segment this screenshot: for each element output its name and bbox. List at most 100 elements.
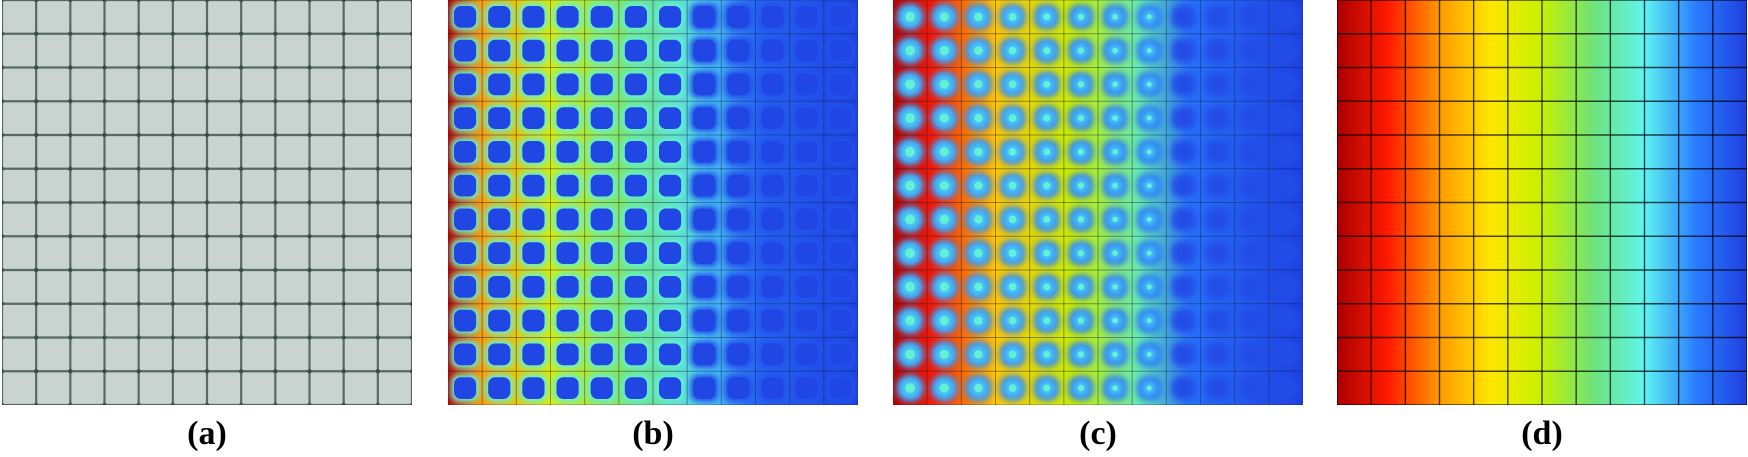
cell-centre bbox=[1077, 249, 1085, 257]
mesh-node bbox=[2, 99, 5, 104]
cell-ring bbox=[1205, 207, 1230, 232]
cell-core bbox=[659, 276, 682, 298]
cell-core bbox=[795, 107, 818, 129]
mesh-node bbox=[136, 335, 141, 340]
cell-core bbox=[488, 107, 511, 129]
cell-centre bbox=[1043, 13, 1051, 21]
mesh-node bbox=[2, 65, 5, 70]
cell-centre bbox=[1146, 81, 1152, 87]
cell-ring bbox=[1171, 308, 1196, 333]
mesh-node bbox=[409, 267, 412, 273]
mesh-node bbox=[68, 200, 73, 205]
cell-centre bbox=[1043, 80, 1051, 88]
cell-centre bbox=[1112, 250, 1118, 256]
cell-core bbox=[454, 343, 477, 366]
cell-core bbox=[590, 39, 613, 62]
cell-core bbox=[522, 377, 545, 399]
cell-centre bbox=[939, 147, 949, 157]
cell-centre bbox=[939, 113, 949, 123]
mesh-node bbox=[2, 369, 5, 374]
cell-centre bbox=[905, 180, 916, 191]
cell-centre bbox=[1077, 283, 1085, 291]
mesh-node bbox=[409, 31, 412, 36]
mesh-node bbox=[341, 31, 346, 36]
cell-ring bbox=[1171, 72, 1196, 97]
mesh-node bbox=[375, 402, 381, 405]
cell-core bbox=[727, 6, 750, 28]
mesh-lines bbox=[1337, 0, 1747, 405]
cell-core bbox=[624, 73, 647, 96]
cell-core bbox=[522, 309, 545, 332]
cell-centre bbox=[905, 214, 916, 225]
cell-centre bbox=[905, 146, 916, 157]
cell-centre bbox=[1043, 283, 1051, 291]
mesh-node bbox=[170, 99, 176, 104]
cell-centre bbox=[1112, 81, 1118, 88]
mesh-node bbox=[170, 200, 176, 205]
cell-ring bbox=[1273, 38, 1298, 63]
cell-ring bbox=[1205, 275, 1230, 299]
cell-interiors bbox=[451, 3, 855, 402]
mesh-node bbox=[204, 267, 210, 273]
mesh-node bbox=[204, 301, 210, 306]
cell-core bbox=[488, 276, 511, 298]
cell-core bbox=[727, 208, 750, 231]
cell-ring bbox=[1239, 275, 1264, 299]
mesh-node bbox=[307, 31, 312, 36]
mesh-node bbox=[68, 369, 73, 374]
mesh-node bbox=[409, 335, 412, 340]
mesh-node bbox=[375, 99, 381, 104]
panel-d: (d) bbox=[1337, 0, 1747, 457]
cell-ring bbox=[1239, 241, 1264, 265]
wall-field bbox=[893, 0, 1303, 405]
cell-centre bbox=[1077, 148, 1085, 156]
mesh-node bbox=[273, 234, 278, 239]
cell-ring bbox=[1273, 342, 1298, 367]
cell-centre bbox=[905, 281, 916, 292]
mesh-node bbox=[2, 200, 5, 205]
mesh-node bbox=[375, 301, 381, 306]
cell-core bbox=[590, 309, 613, 332]
mesh-node bbox=[341, 65, 346, 70]
cell-core bbox=[556, 107, 579, 129]
cell-core bbox=[693, 242, 716, 264]
mesh-node bbox=[307, 234, 312, 239]
cell-centre bbox=[974, 12, 983, 22]
mesh-node bbox=[307, 65, 312, 70]
mesh-node bbox=[102, 200, 107, 205]
mesh-node bbox=[2, 335, 5, 340]
mesh-node bbox=[307, 267, 312, 273]
mesh-node bbox=[170, 65, 176, 70]
mesh-node bbox=[307, 99, 312, 104]
cell-core bbox=[522, 276, 545, 298]
cell-core bbox=[556, 174, 579, 197]
mesh-node bbox=[136, 267, 141, 273]
cell-centre bbox=[1077, 13, 1085, 21]
cell-core bbox=[829, 107, 852, 129]
cell-core bbox=[454, 73, 477, 96]
cell-centre bbox=[1043, 182, 1051, 190]
mesh-node bbox=[102, 65, 107, 70]
cell-core bbox=[693, 107, 716, 129]
cell-centre bbox=[974, 350, 983, 359]
cell-ring bbox=[1239, 376, 1264, 400]
mesh-node bbox=[204, 166, 210, 171]
cell-ring bbox=[1205, 72, 1230, 97]
cell-ring bbox=[1205, 173, 1230, 198]
mesh-node bbox=[68, 132, 73, 138]
mesh-node bbox=[170, 31, 176, 36]
mesh-lines bbox=[448, 0, 858, 405]
cell-centre bbox=[1043, 384, 1051, 392]
cell-ring bbox=[1171, 38, 1196, 63]
mesh-node bbox=[102, 267, 107, 273]
cell-centre bbox=[974, 282, 983, 292]
cell-interiors bbox=[898, 4, 1298, 401]
panel-c-caption: (c) bbox=[1079, 415, 1117, 452]
mesh-node bbox=[204, 65, 210, 70]
cell-core bbox=[624, 174, 647, 197]
panel-b-caption: (b) bbox=[632, 415, 674, 452]
cell-core bbox=[761, 377, 784, 399]
cell-core bbox=[795, 39, 818, 62]
cell-core bbox=[727, 73, 750, 96]
mesh-node bbox=[170, 0, 176, 3]
